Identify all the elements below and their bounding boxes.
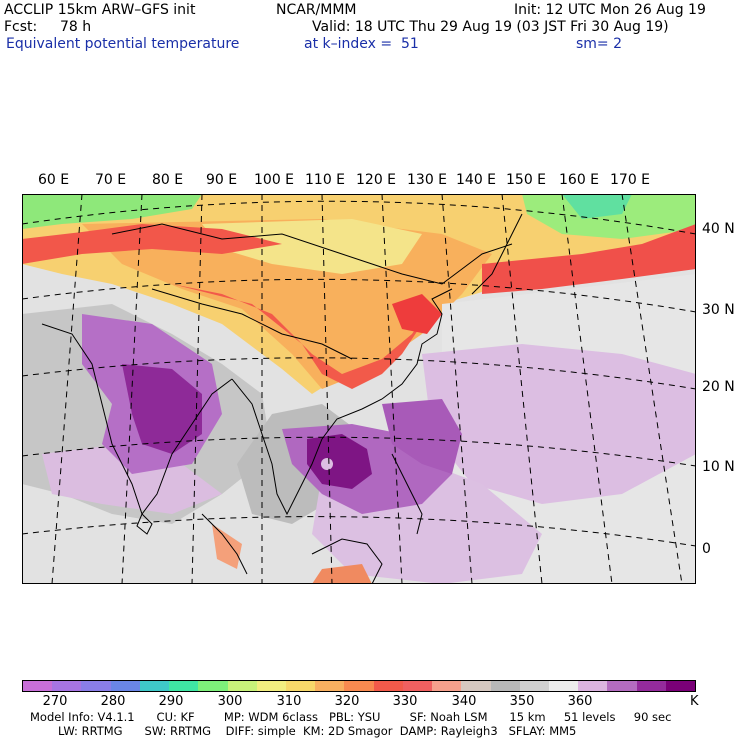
forecast-label: Fcst: [4, 19, 38, 35]
colorbar-swatch [169, 681, 199, 691]
coast-japan [471, 213, 523, 295]
longitude-label: 160 E [559, 172, 600, 188]
latitude-label: 30 N [702, 302, 735, 318]
coast-india [41, 323, 233, 516]
colorbar-swatch [23, 681, 53, 691]
coast-philippines [391, 453, 423, 535]
smoothing-value: sm= 2 [576, 36, 623, 52]
footer-model-info: Model Info: V4.1.1 CU: KF MP: WDM 6class… [30, 710, 672, 724]
latitude-label: 20 N [702, 379, 735, 395]
coast-sumatra [201, 513, 248, 575]
colorbar-swatch [402, 681, 433, 691]
cool-patch-northeast [522, 194, 696, 239]
red-patch-korea [392, 294, 442, 334]
init-time: Init: 12 UTC Mon 26 Aug 19 [514, 2, 706, 18]
forecast-hours: 78 h [60, 19, 92, 35]
longitude-label: 140 E [456, 172, 497, 188]
cool-patch-northeast-cyan [562, 194, 632, 219]
purple-region-pacific [422, 344, 696, 504]
center-name: NCAR/MMM [276, 2, 357, 18]
red-band-pacific [482, 224, 696, 294]
border-tibet [151, 288, 353, 360]
colorbar-swatch [578, 681, 608, 691]
colorbar-tick-label: 360 [567, 694, 593, 709]
colorbar-swatch [315, 681, 345, 691]
longitude-label: 120 E [356, 172, 397, 188]
latitude-label: 0 [702, 541, 711, 557]
colorbar-tick-label: 350 [509, 694, 535, 709]
colorbar-unit: K [690, 694, 699, 709]
valid-time: Valid: 18 UTC Thu 29 Aug 19 (03 JST Fri … [312, 19, 669, 35]
longitude-label: 70 E [95, 172, 127, 188]
dark-purple-core-bengal [122, 364, 202, 454]
colorbar-swatch [461, 681, 491, 691]
map-border [22, 194, 696, 584]
latitude-label: 10 N [702, 459, 735, 475]
colorbar-tick-label: 320 [334, 694, 360, 709]
colorbar-swatch [607, 681, 637, 691]
longitude-label: 170 E [610, 172, 651, 188]
typhoon-eye [321, 458, 333, 470]
coast-sri-lanka [136, 513, 153, 535]
coast-borneo [311, 538, 383, 584]
warm-band-light-yellow [202, 219, 422, 274]
colorbar-swatch [256, 681, 286, 691]
colorbar-tick-label: 300 [217, 694, 243, 709]
purple-region-philippine-sea [382, 399, 462, 474]
longitude-label: 90 E [206, 172, 238, 188]
dark-purple-core-typhoon [307, 434, 372, 489]
red-band-north [22, 224, 282, 264]
border-northern [111, 223, 513, 285]
purple-region-india-south [42, 444, 222, 514]
colorbar-tick-label: 330 [392, 694, 418, 709]
colorbar-swatch [432, 681, 462, 691]
colorbar-swatch [81, 681, 111, 691]
cool-patch-northwest [22, 194, 202, 229]
colorbar-swatch [519, 681, 549, 691]
latitude-label: 40 N [702, 221, 735, 237]
colorbar-swatch [636, 681, 666, 691]
colorbar-swatch [344, 681, 374, 691]
colorbar-swatch [227, 681, 257, 691]
model-title: ACCLIP 15km ARW–GFS init [4, 2, 196, 18]
longitude-label: 110 E [305, 172, 346, 188]
longitude-label: 130 E [407, 172, 448, 188]
colorbar-swatch [548, 681, 579, 691]
colorbar-swatch [110, 681, 140, 691]
colorbar-swatch [490, 681, 520, 691]
orange-patch-borneo [312, 564, 372, 584]
coastlines [41, 213, 523, 584]
coast-indochina [231, 378, 383, 516]
colorbar [22, 680, 696, 692]
colorbar-swatch [52, 681, 82, 691]
colorbar-tick-label: 280 [100, 694, 126, 709]
map-svg [22, 194, 696, 584]
colorbar-swatch [139, 681, 170, 691]
longitude-label: 100 E [254, 172, 295, 188]
orange-patch-sumatra [212, 524, 242, 569]
colorbar-swatch [198, 681, 228, 691]
colorbar-swatch [373, 681, 403, 691]
vertical-level: at k–index = 51 [304, 36, 419, 52]
colorbar-tick-label: 270 [42, 694, 68, 709]
map-panel [22, 194, 696, 584]
field-name: Equivalent potential temperature [6, 36, 240, 52]
longitude-label: 80 E [152, 172, 184, 188]
colorbar-tick-label: 310 [276, 694, 302, 709]
coast-china [381, 288, 453, 400]
graticule [22, 194, 696, 584]
longitude-label: 60 E [38, 172, 70, 188]
colorbar-tick-label: 340 [451, 694, 477, 709]
colorbar-tick-label: 290 [158, 694, 184, 709]
longitude-label: 150 E [506, 172, 547, 188]
footer-physics-info: LW: RRTMG SW: RRTMG DIFF: simple KM: 2D … [58, 724, 577, 738]
colorbar-swatch [665, 681, 696, 691]
colorbar-swatch [285, 681, 316, 691]
